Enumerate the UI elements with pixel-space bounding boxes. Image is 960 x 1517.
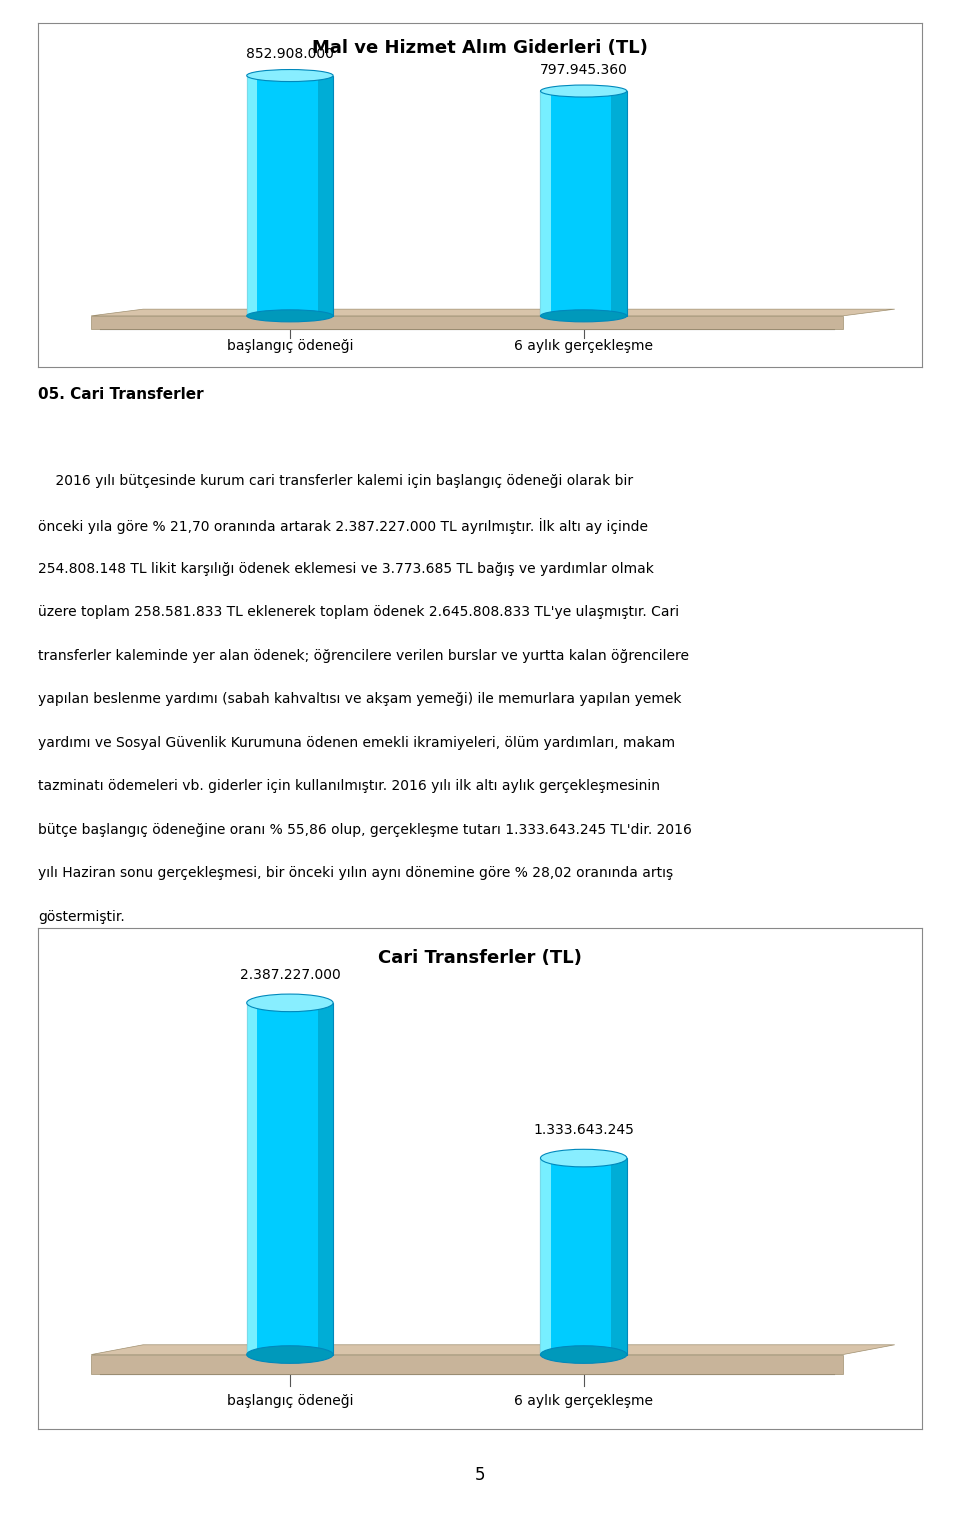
Bar [540, 91, 551, 316]
Text: 852.908.000: 852.908.000 [246, 47, 334, 61]
Ellipse shape [247, 994, 333, 1012]
Text: transferler kaleminde yer alan ödenek; öğrencilere verilen burslar ve yurtta kal: transferler kaleminde yer alan ödenek; ö… [38, 649, 689, 663]
Text: başlangıç ödeneği: başlangıç ödeneği [227, 338, 353, 352]
Bar [318, 76, 333, 316]
Text: 2.387.227.000: 2.387.227.000 [240, 968, 340, 981]
Bar [540, 1157, 551, 1355]
Text: tazminatı ödemeleri vb. giderler için kullanılmıştır. 2016 yılı ilk altı aylık g: tazminatı ödemeleri vb. giderler için ku… [38, 780, 660, 793]
Text: bütçe başlangıç ödeneğine oranı % 55,86 olup, gerçekleşme tutarı 1.333.643.245 T: bütçe başlangıç ödeneğine oranı % 55,86 … [38, 822, 692, 837]
Text: 2016 yılı bütçesinde kurum cari transferler kalemi için başlangıç ödeneği olarak: 2016 yılı bütçesinde kurum cari transfer… [38, 475, 634, 488]
Ellipse shape [247, 1346, 333, 1364]
Bar [247, 1003, 257, 1355]
Text: üzere toplam 258.581.833 TL eklenerek toplam ödenek 2.645.808.833 TL'ye ulaşmışt: üzere toplam 258.581.833 TL eklenerek to… [38, 605, 680, 619]
Text: 5: 5 [475, 1467, 485, 1484]
Ellipse shape [540, 309, 627, 322]
Polygon shape [91, 1344, 895, 1355]
Polygon shape [91, 316, 843, 329]
Bar [247, 76, 333, 316]
Text: 05. Cari Transferler: 05. Cari Transferler [38, 387, 204, 402]
Text: önceki yıla göre % 21,70 oranında artarak 2.387.227.000 TL ayrılmıştır. İlk altı: önceki yıla göre % 21,70 oranında artara… [38, 517, 648, 534]
Bar [247, 1003, 333, 1355]
Text: yılı Haziran sonu gerçekleşmesi, bir önceki yılın aynı dönemine göre % 28,02 ora: yılı Haziran sonu gerçekleşmesi, bir önc… [38, 866, 674, 880]
Ellipse shape [540, 85, 627, 97]
Polygon shape [91, 1355, 843, 1374]
Bar [318, 1003, 333, 1355]
Text: 6 aylık gerçekleşme: 6 aylık gerçekleşme [515, 338, 653, 352]
Ellipse shape [247, 309, 333, 322]
Text: Mal ve Hizmet Alım Giderleri (TL): Mal ve Hizmet Alım Giderleri (TL) [312, 39, 648, 56]
Ellipse shape [247, 70, 333, 82]
Text: 6 aylık gerçekleşme: 6 aylık gerçekleşme [515, 1394, 653, 1408]
Text: göstermiştir.: göstermiştir. [38, 910, 125, 924]
Bar [540, 1157, 627, 1355]
Text: başlangıç ödeneği: başlangıç ödeneği [227, 1394, 353, 1408]
Bar [612, 1157, 627, 1355]
Text: 797.945.360: 797.945.360 [540, 62, 628, 77]
Ellipse shape [540, 1346, 627, 1364]
Text: Cari Transferler (TL): Cari Transferler (TL) [378, 950, 582, 968]
Bar [612, 91, 627, 316]
Text: yardımı ve Sosyal Güvenlik Kurumuna ödenen emekli ikramiyeleri, ölüm yardımları,: yardımı ve Sosyal Güvenlik Kurumuna öden… [38, 736, 676, 749]
Text: 1.333.643.245: 1.333.643.245 [533, 1123, 635, 1138]
Text: 254.808.148 TL likit karşılığı ödenek eklemesi ve 3.773.685 TL bağış ve yardımla: 254.808.148 TL likit karşılığı ödenek ek… [38, 561, 655, 575]
Bar [247, 76, 257, 316]
Bar [540, 91, 627, 316]
Text: yapılan beslenme yardımı (sabah kahvaltısı ve akşam yemeği) ile memurlara yapıla: yapılan beslenme yardımı (sabah kahvaltı… [38, 692, 682, 705]
Ellipse shape [540, 1150, 627, 1167]
Polygon shape [91, 309, 895, 316]
